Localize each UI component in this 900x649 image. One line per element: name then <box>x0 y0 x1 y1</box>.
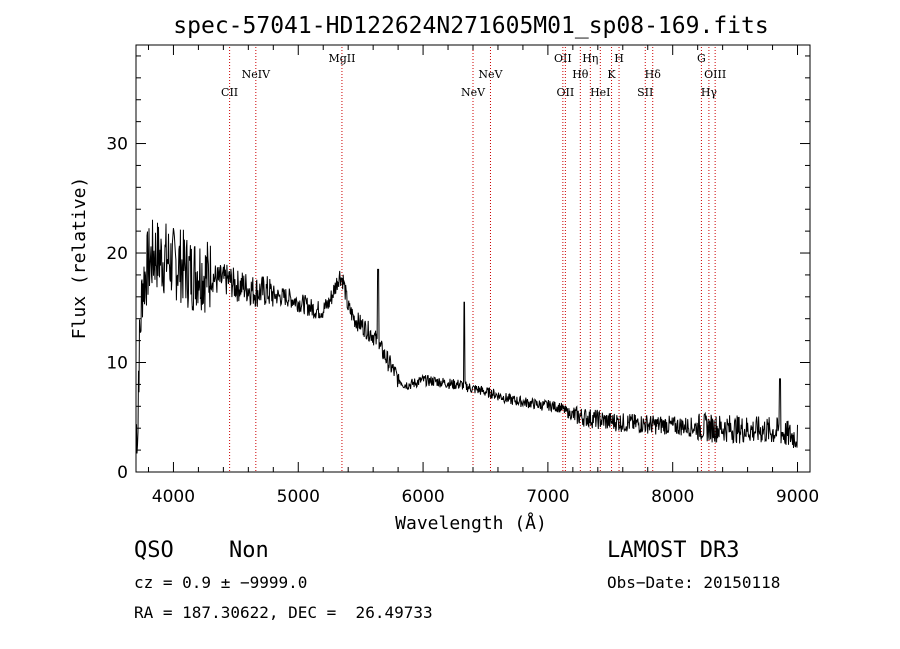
x-tick-label-8000: 8000 <box>651 487 694 507</box>
line-label-9: HeI <box>590 86 610 99</box>
y-axis-label: Flux (relative) <box>69 177 90 340</box>
spectrum-line <box>135 219 798 454</box>
y-tick-label-0: 0 <box>117 463 128 483</box>
line-label-1: NeIV <box>242 68 271 81</box>
line-label-6: OII <box>557 86 575 99</box>
x-tick-label-7000: 7000 <box>526 487 569 507</box>
y-tick-label-10: 10 <box>106 354 128 374</box>
line-label-10: K <box>607 68 616 81</box>
observation-date: Obs−Date: 20150118 <box>607 573 781 592</box>
line-label-0: CII <box>221 86 238 99</box>
x-tick-label-9000: 9000 <box>776 487 819 507</box>
survey-name: LAMOST DR3 <box>607 538 740 563</box>
y-tick-label-20: 20 <box>106 244 128 264</box>
y-tick-label-30: 30 <box>106 135 128 155</box>
object-class: QSO <box>134 538 174 563</box>
x-tick-label-4000: 4000 <box>152 487 195 507</box>
line-label-5: OII <box>554 52 572 65</box>
line-label-11: H <box>614 52 624 65</box>
x-tick-label-6000: 6000 <box>401 487 444 507</box>
line-label-7: Hθ <box>572 68 589 81</box>
line-label-14: G <box>697 52 706 65</box>
object-subclass: Non <box>229 538 269 563</box>
line-label-2: MgII <box>328 52 355 65</box>
line-label-3: NeV <box>461 86 486 99</box>
coordinates: RA = 187.30622, DEC = 26.49733 <box>134 603 433 622</box>
line-label-8: Hη <box>582 52 598 65</box>
line-label-4: NeV <box>478 68 503 81</box>
line-label-15: Hγ <box>701 86 718 99</box>
line-label-13: Hδ <box>645 68 662 81</box>
line-label-12: SII <box>637 86 653 99</box>
x-tick-label-5000: 5000 <box>277 487 320 507</box>
chart-title: spec-57041-HD122624N271605M01_sp08-169.f… <box>173 13 768 39</box>
redshift-value: cz = 0.9 ± −9999.0 <box>134 573 308 592</box>
line-label-16: OIII <box>704 68 726 81</box>
x-axis-label: Wavelength (Å) <box>395 512 547 534</box>
